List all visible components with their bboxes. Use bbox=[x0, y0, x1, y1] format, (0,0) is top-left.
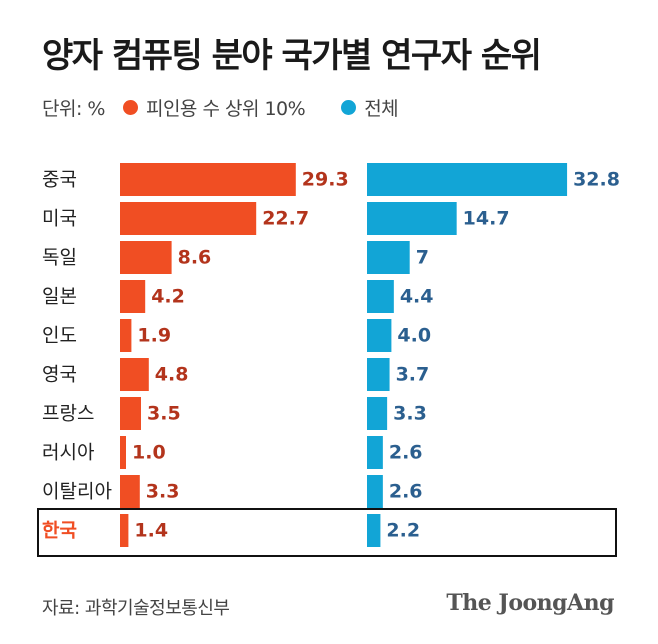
publisher-logo: The JoongAng bbox=[446, 590, 614, 616]
bar-total bbox=[367, 280, 394, 313]
legend-swatch-total bbox=[341, 99, 357, 115]
bar-top10 bbox=[120, 319, 132, 352]
legend-label-top10: 피인용 수 상위 10% bbox=[145, 97, 306, 120]
data-label-top10: 1.9 bbox=[137, 325, 171, 347]
chart-title: 양자 컴퓨팅 분야 국가별 연구자 순위 bbox=[42, 36, 542, 76]
data-label-top10: 22.7 bbox=[262, 208, 309, 230]
bar-top10 bbox=[120, 436, 126, 469]
category-label: 미국 bbox=[42, 208, 77, 230]
highlight-frame bbox=[37, 508, 617, 557]
data-label-top10: 4.2 bbox=[151, 286, 185, 308]
data-label-total: 3.3 bbox=[393, 403, 427, 425]
bar-total bbox=[367, 319, 392, 352]
bar-total bbox=[367, 475, 383, 508]
legend-swatch-top10 bbox=[122, 99, 138, 115]
bar-total bbox=[367, 436, 383, 469]
data-label-total: 3.7 bbox=[396, 364, 430, 386]
bar-total bbox=[367, 358, 390, 391]
category-label: 프랑스 bbox=[42, 403, 94, 425]
legend-item-total: 전체 bbox=[341, 94, 399, 121]
legend: 단위: % 피인용 수 상위 10% 전체 bbox=[42, 94, 434, 120]
bar-total bbox=[367, 241, 410, 274]
bar-top10 bbox=[120, 514, 129, 547]
bar-top10 bbox=[120, 163, 296, 196]
data-label-top10: 1.4 bbox=[134, 520, 168, 542]
bar-total bbox=[367, 397, 388, 430]
data-label-top10: 1.0 bbox=[132, 442, 166, 464]
source-note: 자료: 과학기술정보통신부 bbox=[42, 598, 230, 619]
data-label-total: 2.6 bbox=[389, 442, 423, 464]
data-label-total: 14.7 bbox=[463, 208, 510, 230]
bar-top10 bbox=[120, 241, 172, 274]
data-label-total: 2.6 bbox=[389, 481, 423, 503]
bar-top10 bbox=[120, 397, 141, 430]
data-label-total: 4.4 bbox=[400, 286, 434, 308]
category-label: 러시아 bbox=[42, 442, 94, 464]
data-label-total: 2.2 bbox=[386, 520, 420, 542]
bar-total bbox=[367, 163, 568, 196]
category-label: 한국 bbox=[42, 520, 77, 542]
data-label-total: 32.8 bbox=[573, 169, 620, 191]
bar-top10 bbox=[120, 358, 149, 391]
legend-item-top10: 피인용 수 상위 10% bbox=[122, 94, 306, 121]
data-label-top10: 3.5 bbox=[147, 403, 181, 425]
data-label-top10: 29.3 bbox=[302, 169, 349, 191]
unit-label: 단위: % bbox=[42, 97, 105, 120]
category-label: 중국 bbox=[42, 169, 77, 191]
category-label: 인도 bbox=[42, 325, 77, 347]
category-label: 일본 bbox=[42, 286, 77, 308]
bar-total bbox=[367, 514, 381, 547]
bar-total bbox=[367, 202, 457, 235]
bar-top10 bbox=[120, 280, 146, 313]
data-label-total: 4.0 bbox=[397, 325, 431, 347]
data-label-top10: 8.6 bbox=[178, 247, 212, 269]
legend-label-total: 전체 bbox=[364, 97, 399, 120]
data-label-top10: 3.3 bbox=[146, 481, 180, 503]
category-label: 독일 bbox=[42, 247, 77, 269]
data-label-total: 7 bbox=[416, 247, 429, 269]
bar-top10 bbox=[120, 202, 257, 235]
data-label-top10: 4.8 bbox=[155, 364, 189, 386]
category-label: 영국 bbox=[42, 364, 77, 386]
bar-top10 bbox=[120, 475, 140, 508]
category-label: 이탈리아 bbox=[42, 481, 112, 503]
